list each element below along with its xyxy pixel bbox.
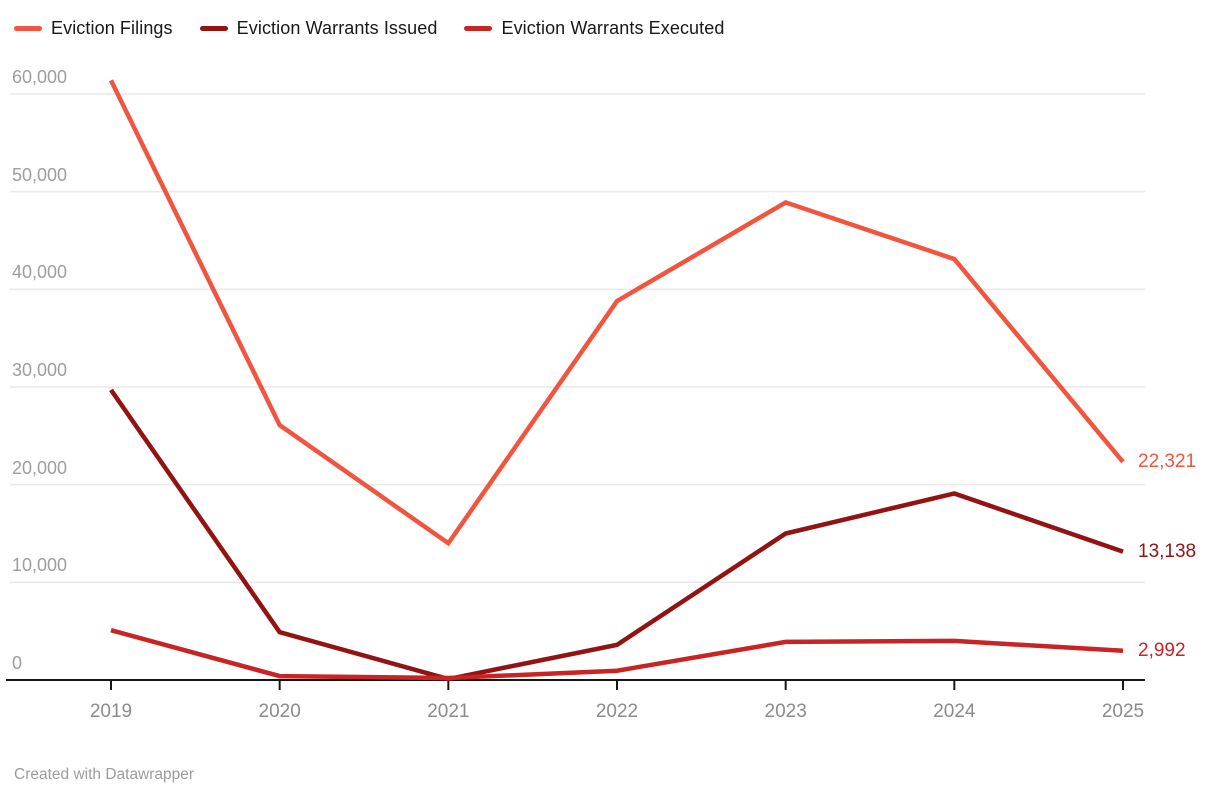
y-axis-label: 10,000 [12,555,68,576]
legend-label: Eviction Warrants Issued [236,18,438,38]
legend-line-swatch-icon [14,26,42,31]
legend-line-swatch-icon [464,26,493,31]
y-axis-label: 30,000 [12,360,68,380]
y-axis-label: 0 [12,653,23,673]
series-end-value: 2,992 [1138,639,1186,661]
legend-label: Eviction Warrants Executed [501,18,725,38]
series-line-eviction-warrants-executed [110,628,1124,681]
legend-item: Eviction Warrants Issued [199,18,438,39]
legend-item: Eviction Filings [14,18,173,39]
y-axis-label: 40,000 [12,262,68,283]
legend-line-swatch-icon [199,26,228,31]
y-axis-label: 50,000 [12,164,68,185]
legend: Eviction Filings Eviction Warrants Issued… [14,18,725,39]
legend-item: Eviction Warrants Executed [464,18,724,39]
y-axis-label: 20,000 [12,457,68,478]
x-axis-label: 2023 [764,701,807,722]
x-axis-label: 2019 [89,701,133,722]
x-axis-label: 2025 [1101,701,1145,722]
series-line-eviction-warrants-issued [109,388,1124,682]
series-end-value: 13,138 [1138,540,1197,562]
datawrapper-credit: Created with Datawrapper [14,766,195,783]
legend-label: Eviction Filings [51,18,173,38]
series-end-value: 22,321 [1138,450,1197,472]
x-axis-label: 2024 [933,701,976,722]
x-axis-label: 2020 [258,701,301,722]
y-axis-label: 60,000 [12,67,68,87]
x-axis-label: 2021 [427,701,470,722]
x-axis-label: 2022 [595,701,639,722]
series-line-eviction-filings [108,79,1125,547]
